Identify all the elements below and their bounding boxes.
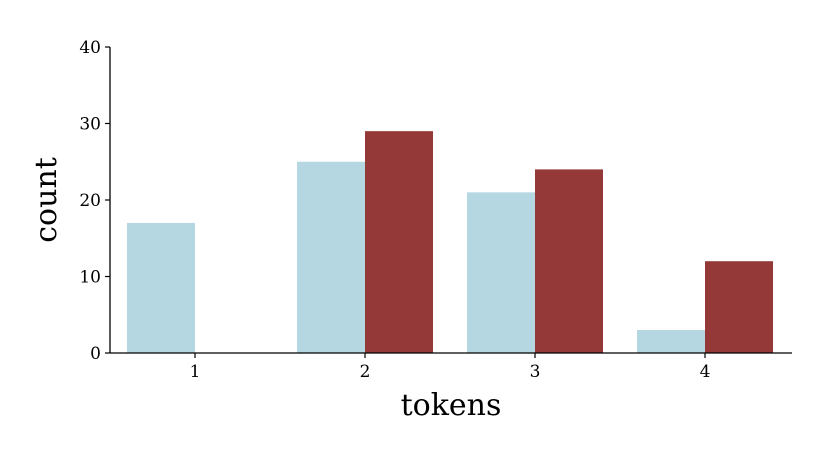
x-tick-label: 3 <box>530 362 541 382</box>
y-axis-label: count <box>29 157 64 243</box>
bar-series-2-cat-4 <box>705 261 773 353</box>
x-axis-label: tokens <box>401 388 502 423</box>
bar-series-1-cat-2 <box>297 161 365 353</box>
bar-series-1-cat-4 <box>637 330 705 353</box>
y-tick-label: 10 <box>79 268 101 288</box>
y-tick-label: 40 <box>79 38 101 58</box>
bars-group <box>127 131 773 353</box>
x-tick-label: 2 <box>360 362 371 382</box>
bar-series-1-cat-1 <box>127 222 195 353</box>
x-ticks: 1 2 3 4 <box>190 353 711 382</box>
bar-series-2-cat-3 <box>535 169 603 353</box>
bar-series-1-cat-3 <box>467 192 535 353</box>
y-ticks: 0 10 20 30 40 <box>79 38 110 364</box>
y-tick-label: 20 <box>79 191 101 211</box>
x-tick-label: 1 <box>190 362 201 382</box>
y-tick-label: 30 <box>79 115 101 135</box>
y-tick-label: 0 <box>90 344 101 364</box>
bar-series-2-cat-2 <box>365 131 433 353</box>
x-tick-label: 4 <box>700 362 711 382</box>
